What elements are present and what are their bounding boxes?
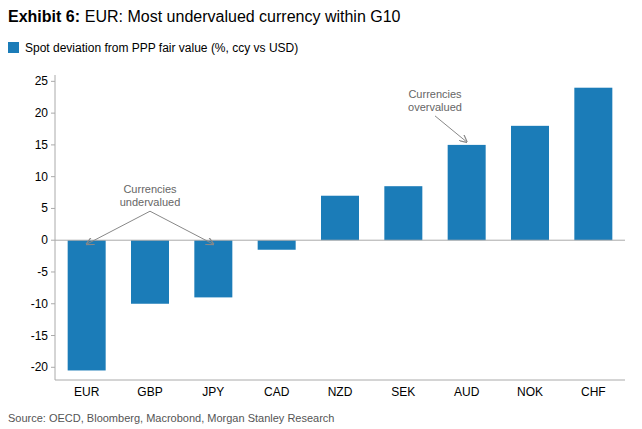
- x-tick-label: NOK: [517, 385, 543, 399]
- y-tick-label: -10: [31, 297, 49, 311]
- annotation-arrow: [150, 211, 213, 244]
- x-tick-label: CAD: [264, 385, 290, 399]
- title: Exhibit 6: EUR: Most undervalued currency…: [8, 8, 401, 25]
- y-tick-label: -5: [37, 265, 48, 279]
- y-tick: [51, 208, 55, 209]
- subtitle: EUR: Most undervalued currency within G1…: [85, 8, 401, 25]
- bar: [511, 126, 549, 240]
- y-tick: [51, 303, 55, 304]
- annotation-line: Currencies: [408, 88, 462, 100]
- x-tick-label: CHF: [581, 385, 606, 399]
- y-axis: [55, 75, 56, 380]
- annotation-arrow: [435, 116, 467, 142]
- y-tick-label: 0: [41, 233, 48, 247]
- bar: [574, 88, 612, 241]
- y-tick: [51, 335, 55, 336]
- y-tick-label: 25: [35, 74, 49, 88]
- y-tick: [51, 81, 55, 82]
- bar: [321, 196, 359, 240]
- y-tick-label: 5: [41, 201, 48, 215]
- x-tick-label: NZD: [328, 385, 353, 399]
- y-tick-label: 10: [35, 170, 49, 184]
- x-tick-label: GBP: [137, 385, 162, 399]
- bar: [384, 186, 422, 240]
- annotation-line: undervalued: [120, 196, 181, 208]
- x-tick-label: JPY: [202, 385, 224, 399]
- source: Source: OECD, Bloomberg, Macrobond, Morg…: [8, 412, 335, 424]
- legend-label: Spot deviation from PPP fair value (%, c…: [25, 41, 298, 55]
- zero-line: [55, 240, 625, 241]
- chart: Exhibit 6: EUR: Most undervalued currency…: [0, 0, 642, 429]
- bar: [131, 240, 169, 304]
- y-tick: [51, 271, 55, 272]
- x-axis: [55, 380, 625, 381]
- annotation: Currenciesovervalued: [408, 88, 462, 113]
- y-tick-label: 15: [35, 138, 49, 152]
- annotation-line: overvalued: [408, 101, 462, 113]
- annotation-arrow: [87, 211, 150, 244]
- legend-item: Spot deviation from PPP fair value (%, c…: [8, 41, 298, 55]
- bar: [448, 145, 486, 240]
- y-tick: [51, 144, 55, 145]
- y-tick: [51, 240, 55, 241]
- bars: [68, 88, 613, 371]
- title-bold: Exhibit 6:: [8, 8, 80, 25]
- bar: [194, 240, 232, 297]
- y-tick-label: 20: [35, 106, 49, 120]
- bar: [258, 240, 296, 250]
- y-tick-label: -15: [31, 329, 49, 343]
- legend-swatch: [8, 42, 19, 53]
- bar: [68, 240, 106, 370]
- y-tick: [51, 113, 55, 114]
- x-tick-label: AUD: [454, 385, 480, 399]
- y-tick: [51, 176, 55, 177]
- x-tick-label: EUR: [74, 385, 100, 399]
- annotation: Currenciesundervalued: [120, 183, 181, 208]
- y-tick-label: -20: [31, 360, 49, 374]
- annotation-line: Currencies: [123, 183, 177, 195]
- y-tick: [51, 367, 55, 368]
- x-tick-label: SEK: [391, 385, 415, 399]
